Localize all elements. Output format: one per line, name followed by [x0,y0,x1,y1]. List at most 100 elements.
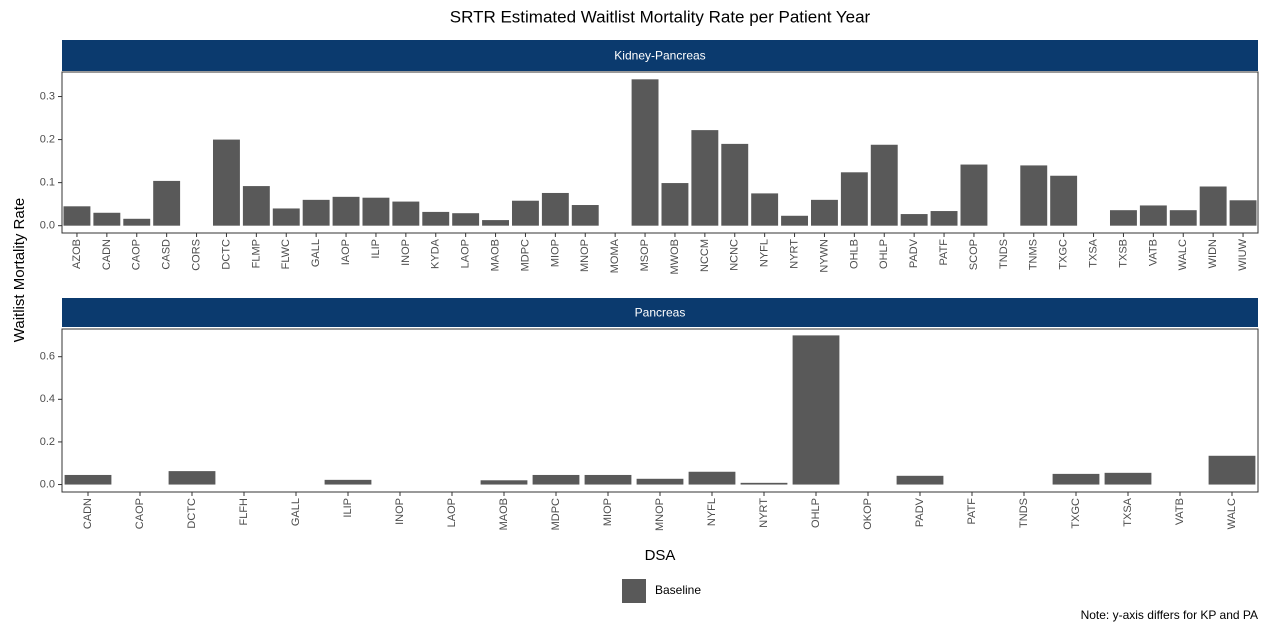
x-tick-label: TXGC [1070,498,1082,529]
bar [571,205,599,226]
bar [153,180,181,226]
panel [61,71,1259,234]
x-tick-label: GALL [310,239,322,267]
x-tick-label: NYRT [788,239,800,269]
x-tick-label: OHLP [810,498,822,528]
bar [302,199,330,226]
bar [63,206,91,226]
x-tick-label: NYWN [818,239,830,273]
x-tick-label: PADV [914,497,926,527]
x-tick-label: MSOP [639,239,651,271]
x-tick-label: INOP [400,239,412,266]
x-tick-label: NCNC [729,239,741,271]
x-tick-label: AZOB [71,239,83,269]
bar [480,480,528,485]
legend-swatch [622,579,646,603]
x-tick-label: IAOP [340,239,352,265]
bar [1052,473,1100,485]
x-tick-label: ILIP [342,498,354,518]
bar [1169,210,1197,226]
x-tick-label: MAOB [498,498,510,530]
bar [810,199,838,226]
bar [631,79,659,226]
strip [62,298,1258,327]
y-tick-label: 0.1 [40,177,55,189]
y-tick-label: 0.4 [40,393,55,405]
x-tick-label: VATB [1174,498,1186,525]
x-tick-label: FLMP [250,239,262,268]
bar [1020,165,1048,226]
x-tick-label: PATF [966,498,978,525]
bar [1104,472,1152,485]
x-tick-label: TXSB [1117,239,1129,268]
x-tick-label: DCTC [220,239,232,270]
x-tick-label: ILIP [370,239,382,259]
x-tick-label: TNMS [1028,239,1040,270]
bar [751,193,779,226]
x-tick-label: SCOP [968,239,980,270]
x-tick-label: GALL [290,498,302,526]
x-tick-label: WALC [1177,239,1189,270]
bar [532,474,580,485]
x-tick-label: OHLB [848,239,860,269]
x-tick-label: VATB [1147,239,1159,266]
bar [212,139,240,226]
x-tick-label: CADN [101,239,113,270]
bar [272,208,300,226]
bar [541,192,569,226]
bar [691,130,719,226]
bar [1199,186,1227,226]
bar [688,471,736,485]
bar [930,211,958,226]
bar [332,196,360,226]
bar [870,144,898,226]
x-tick-label: MAOB [489,239,501,271]
bar [721,143,749,226]
bar [792,335,840,485]
x-tick-label: MDPC [519,239,531,271]
x-tick-label: MIOP [549,239,561,267]
x-tick-label: TNDS [998,239,1010,269]
x-tick-label: MWOB [669,239,681,274]
x-tick-label: TXSA [1087,238,1099,267]
x-tick-label: LAOP [460,239,472,268]
bar [168,471,216,485]
y-tick-label: 0.0 [40,478,55,490]
bar [900,214,928,226]
bar [960,164,988,226]
legend-label: Baseline [655,583,701,597]
x-tick-label: MNOP [579,239,591,272]
x-tick-label: CADN [82,498,94,529]
bar [362,197,390,226]
x-tick-label: NCCM [699,239,711,272]
bar [740,482,788,485]
chart-title: SRTR Estimated Waitlist Mortality Rate p… [450,7,871,26]
x-tick-label: MOMA [609,238,621,273]
bar [896,475,944,485]
bar [511,200,539,226]
x-tick-label: NYFL [706,498,718,526]
bar [123,218,151,226]
bar [840,172,868,226]
x-tick-label: PATF [938,239,950,266]
bar [636,478,684,485]
bar [1208,455,1256,485]
x-tick-label: FLWC [280,239,292,269]
y-tick-label: 0.3 [40,90,55,102]
x-tick-label: PADV [908,238,920,268]
x-tick-label: OKOP [862,498,874,530]
x-tick-label: NYFL [759,239,771,267]
bar [1109,210,1137,226]
panel-label: Kidney-Pancreas [614,49,705,63]
bar [661,183,689,226]
x-tick-label: DCTC [186,498,198,529]
x-tick-label: INOP [394,498,406,525]
bar [392,201,420,226]
x-tick-label: FLFH [238,498,250,526]
x-tick-label: MIOP [602,498,614,526]
bar [93,212,121,226]
y-tick-label: 0.0 [40,220,55,232]
x-tick-label: CASD [161,239,173,270]
x-tick-label: TNDS [1018,498,1030,528]
